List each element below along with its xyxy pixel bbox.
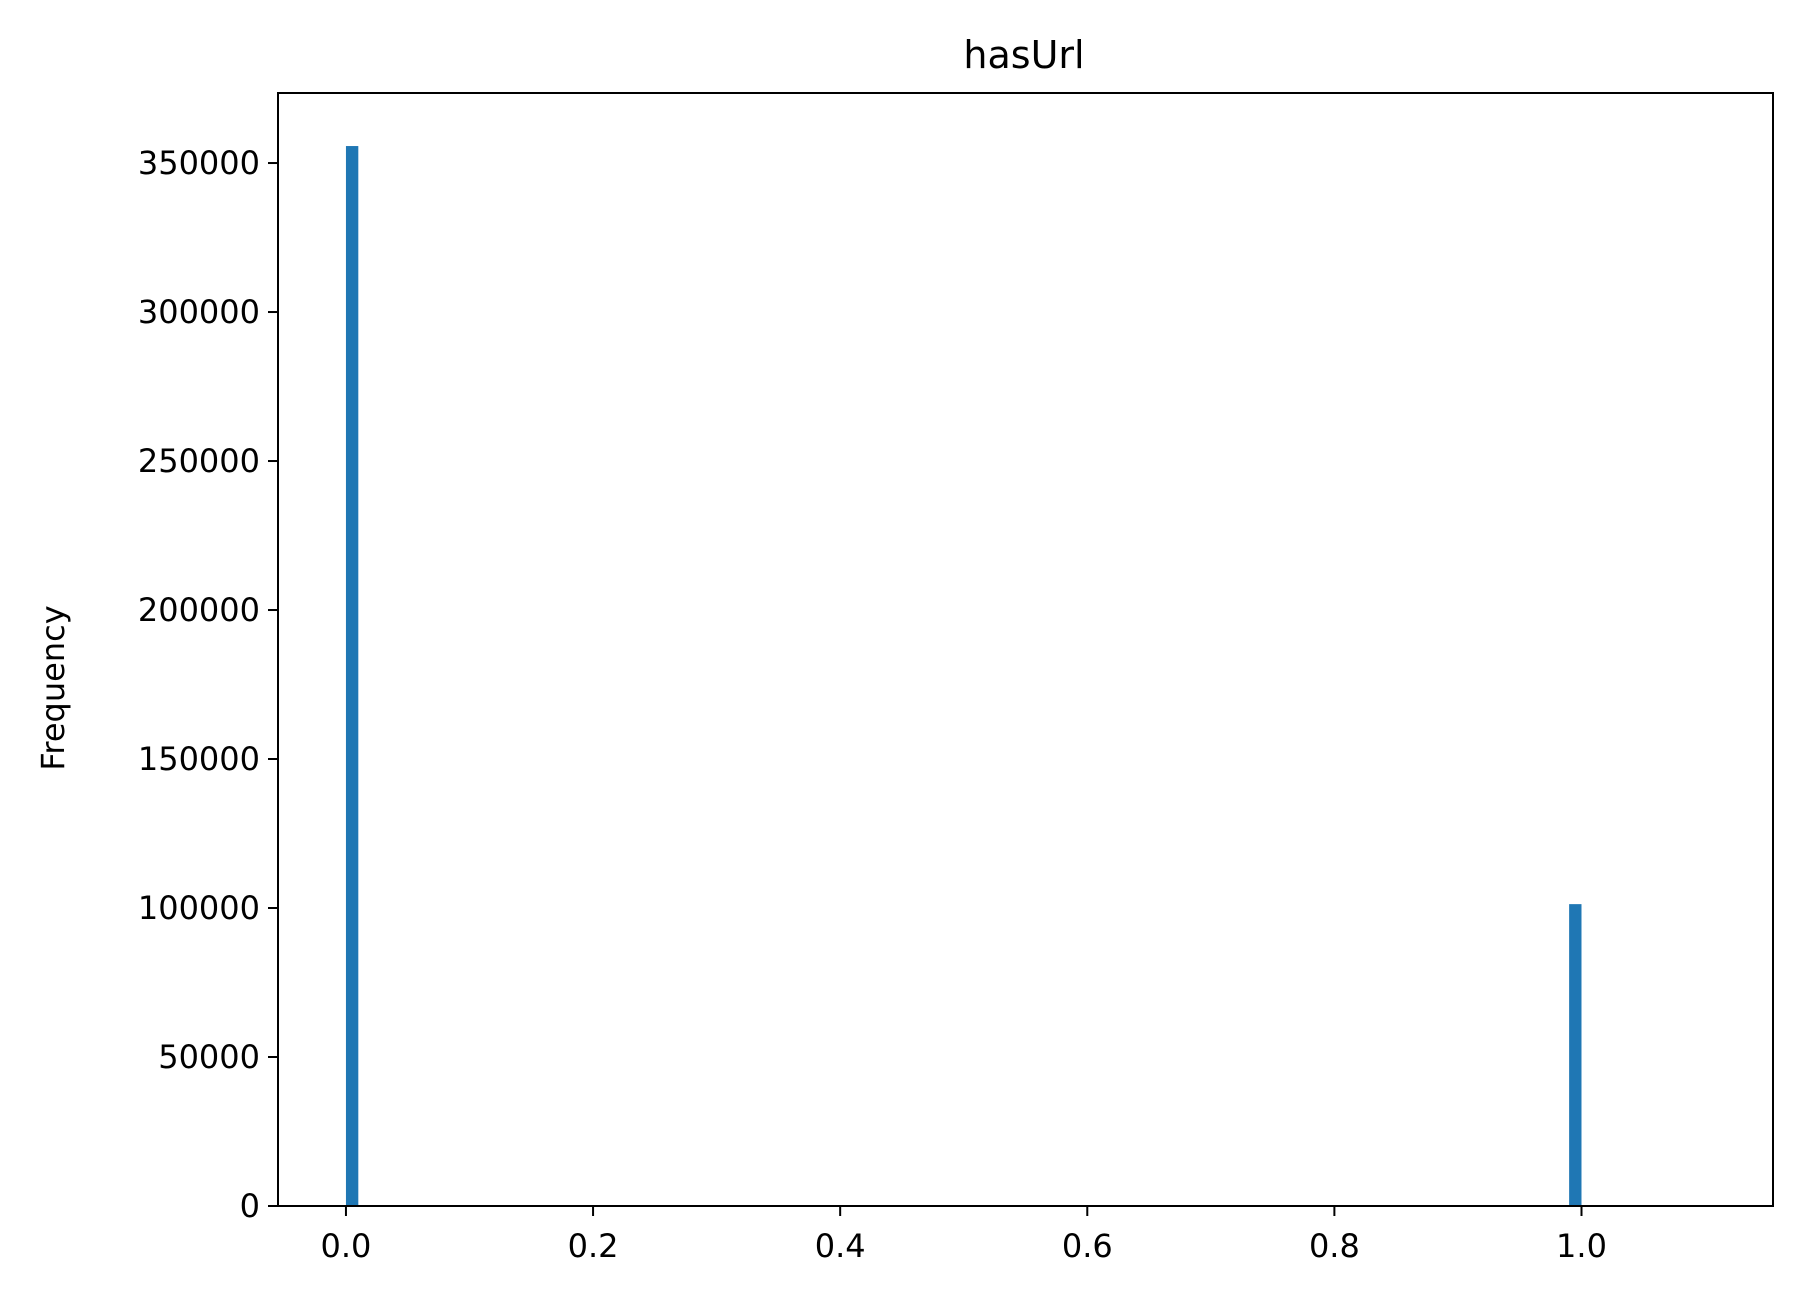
y-tick-label: 250000 (138, 442, 260, 480)
x-tick-label: 1.0 (1556, 1227, 1607, 1265)
y-axis-label: Frequency (34, 605, 72, 770)
plot-frame (277, 92, 1774, 1207)
chart-title: hasUrl (963, 33, 1084, 77)
y-tick-label: 150000 (138, 740, 260, 778)
y-tick-label: 200000 (138, 591, 260, 629)
y-tick-label: 0 (240, 1187, 260, 1225)
histogram-bar-0 (345, 146, 359, 1206)
y-tick-label: 50000 (158, 1038, 260, 1076)
x-tick-label: 0.8 (1309, 1227, 1360, 1265)
x-tick-label: 0.0 (321, 1227, 372, 1265)
y-tick-label: 350000 (138, 144, 260, 182)
bars-group (345, 146, 1582, 1206)
y-tick-label: 100000 (138, 889, 260, 927)
y-tick-label: 300000 (138, 293, 260, 331)
y-ticks-group: 0 50000 100000 150000 200000 250000 300000 3500… (138, 144, 278, 1225)
x-tick-label: 0.2 (568, 1227, 619, 1265)
x-ticks-group: 0.0 0.2 0.4 0.6 0.8 1.0 (321, 1206, 1607, 1265)
x-tick-label: 0.4 (815, 1227, 866, 1265)
histogram-bar-1 (1569, 904, 1582, 1206)
x-tick-label: 0.6 (1062, 1227, 1113, 1265)
